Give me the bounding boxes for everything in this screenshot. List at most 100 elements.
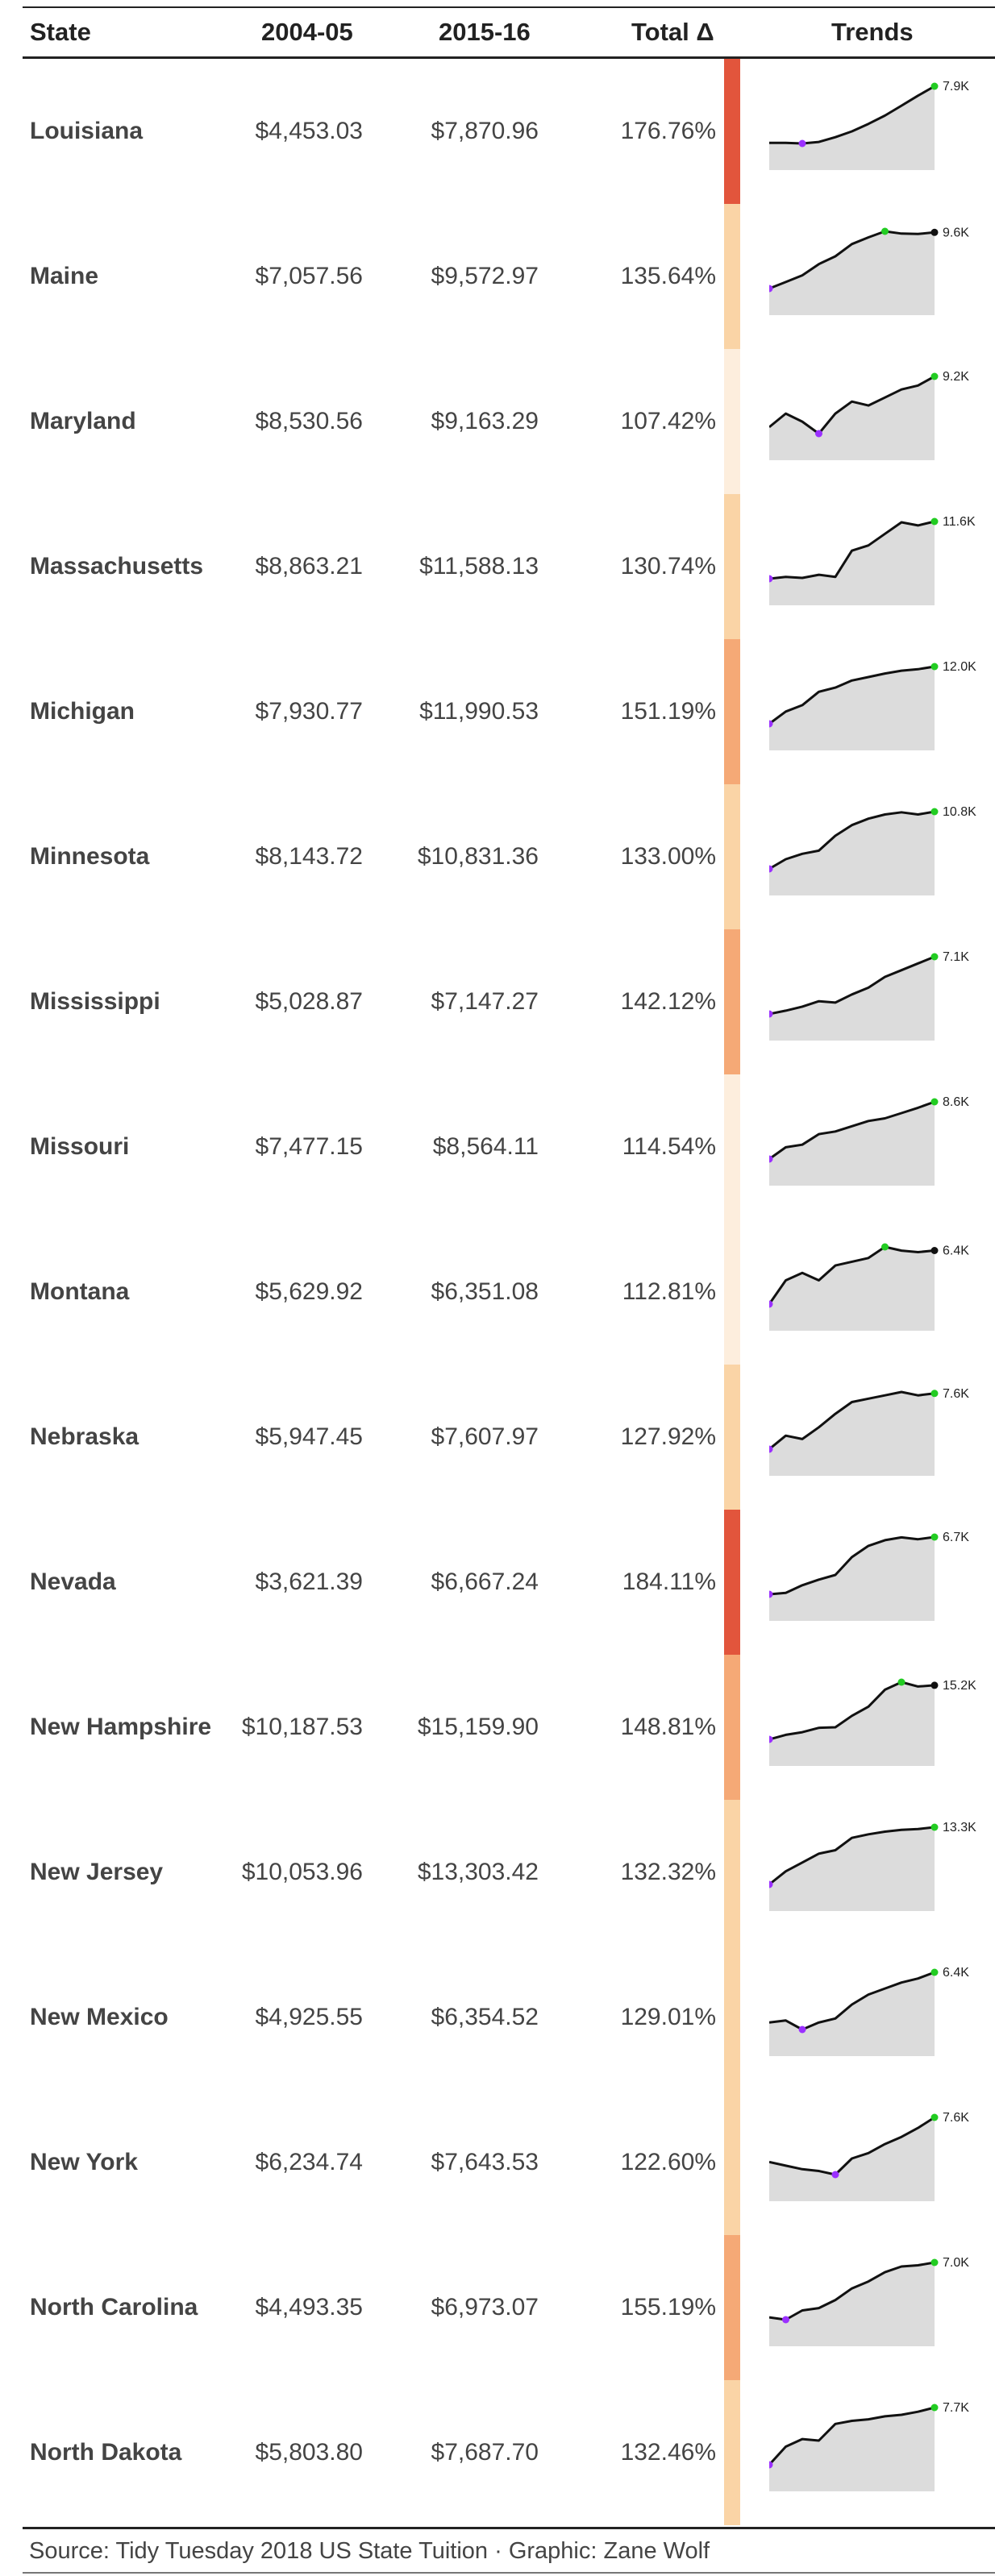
trend-sparkline: 8.6K xyxy=(769,1095,969,1186)
trend-line xyxy=(769,1681,935,1741)
total-change-value: 132.46% xyxy=(620,2439,716,2466)
value-2015-16: $7,607.97 xyxy=(431,1423,539,1450)
trend-sparkline: 7.6K xyxy=(769,2111,969,2201)
state-name: New Jersey xyxy=(30,1859,164,1885)
state-name: Mississippi xyxy=(30,988,160,1015)
trend-area xyxy=(769,2262,935,2346)
table-row: Montana $5,629.92 $6,351.08 112.81% 6.4K xyxy=(23,1219,995,1365)
table-row: Mississippi $5,028.87 $7,147.27 142.12% 7.1K xyxy=(23,929,995,1074)
table-row: Maine $7,057.56 $9,572.97 135.64% 9.6K xyxy=(23,204,995,349)
trend-last-label: 6.7K xyxy=(943,1531,969,1544)
trend-min-point xyxy=(782,2316,789,2324)
trend-line xyxy=(769,375,935,435)
trend-min-point xyxy=(798,139,806,147)
trend-min-point xyxy=(769,1590,773,1598)
table-header: State 2004-05 2015-16 Total Δ Trends xyxy=(23,8,995,56)
trend-last-point xyxy=(930,1681,939,1689)
trend-last-label: 7.7K xyxy=(943,2401,969,2415)
value-2004-05: $4,925.55 xyxy=(255,2004,363,2030)
trend-last-label: 13.3K xyxy=(943,1821,976,1834)
heat-cell xyxy=(724,349,740,494)
trend-min-point xyxy=(769,1300,773,1308)
value-2015-16: $11,990.53 xyxy=(419,698,539,725)
value-2004-05: $8,143.72 xyxy=(255,843,363,870)
table-row: New Jersey $10,053.96 $13,303.42 132.32% 13.… xyxy=(23,1800,995,1945)
trend-last-label: 7.6K xyxy=(943,1387,969,1401)
trend-sparkline: 7.0K xyxy=(769,2256,969,2346)
value-2015-16: $11,588.13 xyxy=(419,553,539,580)
table-row: Michigan $7,930.77 $11,990.53 151.19% 12.0K xyxy=(23,639,995,784)
value-2015-16: $6,351.08 xyxy=(431,1278,539,1305)
value-2004-05: $10,187.53 xyxy=(241,1714,363,1740)
trend-sparkline: 7.1K xyxy=(769,950,969,1041)
total-change-value: 142.12% xyxy=(620,988,716,1015)
trend-sparkline: 7.6K xyxy=(769,1387,969,1476)
heat-cell xyxy=(724,2090,740,2235)
header-rule xyxy=(23,56,995,59)
trend-last-label: 9.6K xyxy=(943,226,969,239)
value-2015-16: $6,973.07 xyxy=(431,2294,539,2320)
table-row: Nevada $3,621.39 $6,667.24 184.11% 6.7K xyxy=(23,1510,995,1655)
trend-line xyxy=(769,2261,935,2321)
trend-sparkline: 13.3K xyxy=(769,1821,976,1911)
total-change-value: 129.01% xyxy=(620,2004,716,2030)
heat-cell xyxy=(724,2235,740,2380)
heat-cell xyxy=(724,59,740,204)
trend-min-point xyxy=(769,1735,773,1743)
trend-last-label: 7.9K xyxy=(943,80,969,93)
trend-last-point xyxy=(930,517,939,526)
trend-last-point xyxy=(930,953,939,961)
trend-line xyxy=(769,2116,935,2176)
heat-cell xyxy=(724,1800,740,1945)
total-change-value: 176.76% xyxy=(620,118,716,144)
trend-min-point xyxy=(769,1880,773,1888)
trend-last-label: 7.0K xyxy=(943,2256,969,2270)
heat-cell xyxy=(724,1074,740,1219)
heat-cell xyxy=(724,494,740,639)
state-name: Michigan xyxy=(30,698,135,725)
total-change-value: 127.92% xyxy=(620,1423,716,1450)
value-2004-05: $7,057.56 xyxy=(255,263,363,289)
trend-min-point xyxy=(769,720,773,728)
state-name: North Carolina xyxy=(30,2294,198,2320)
trend-last-point xyxy=(930,228,939,236)
table-row: Minnesota $8,143.72 $10,831.36 133.00% 10.8K xyxy=(23,784,995,929)
state-name: New York xyxy=(30,2149,138,2175)
trend-sparkline: 6.4K xyxy=(769,1243,969,1331)
trend-min-point xyxy=(769,1155,773,1163)
total-change-value: 114.54% xyxy=(622,1133,716,1160)
total-change-value: 122.60% xyxy=(620,2149,716,2175)
state-name: Maine xyxy=(30,263,99,289)
trend-sparkline: 11.6K xyxy=(769,515,976,605)
trend-line xyxy=(769,1826,935,1886)
trend-last-label: 7.1K xyxy=(943,950,969,964)
value-2015-16: $9,572.97 xyxy=(431,263,539,289)
state-name: Missouri xyxy=(30,1133,130,1160)
trend-line xyxy=(769,1245,935,1305)
trend-sparkline: 6.7K xyxy=(769,1531,969,1621)
total-change-value: 132.32% xyxy=(620,1859,716,1885)
heat-cell xyxy=(724,1219,740,1365)
trend-area xyxy=(769,376,935,460)
total-change-value: 184.11% xyxy=(622,1568,716,1595)
value-2004-05: $7,930.77 xyxy=(255,698,363,725)
trend-line xyxy=(769,230,935,290)
heat-cell xyxy=(724,929,740,1074)
table-row: Missouri $7,477.15 $8,564.11 114.54% 8.6K xyxy=(23,1074,995,1219)
value-2015-16: $6,667.24 xyxy=(431,1568,539,1595)
trend-last-point xyxy=(930,1968,939,1976)
table-row: Louisiana $4,453.03 $7,870.96 176.76% 7.9K xyxy=(23,59,995,204)
trend-line xyxy=(769,85,935,145)
trend-last-point xyxy=(930,1247,939,1254)
trend-line xyxy=(769,1100,935,1161)
trend-max-point xyxy=(897,1678,905,1686)
state-name: Massachusetts xyxy=(30,553,204,580)
trend-sparkline: 15.2K xyxy=(769,1678,976,1766)
trend-min-point xyxy=(769,285,773,293)
table-row: New York $6,234.74 $7,643.53 122.60% 7.6K xyxy=(23,2090,995,2235)
table-row: New Hampshire $10,187.53 $15,159.90 148.81%… xyxy=(23,1655,995,1800)
trend-area xyxy=(769,1102,935,1186)
value-2015-16: $7,147.27 xyxy=(431,988,539,1015)
table-row: North Dakota $5,803.80 $7,687.70 132.46% 7.7… xyxy=(23,2380,995,2525)
trend-last-point xyxy=(930,2113,939,2121)
